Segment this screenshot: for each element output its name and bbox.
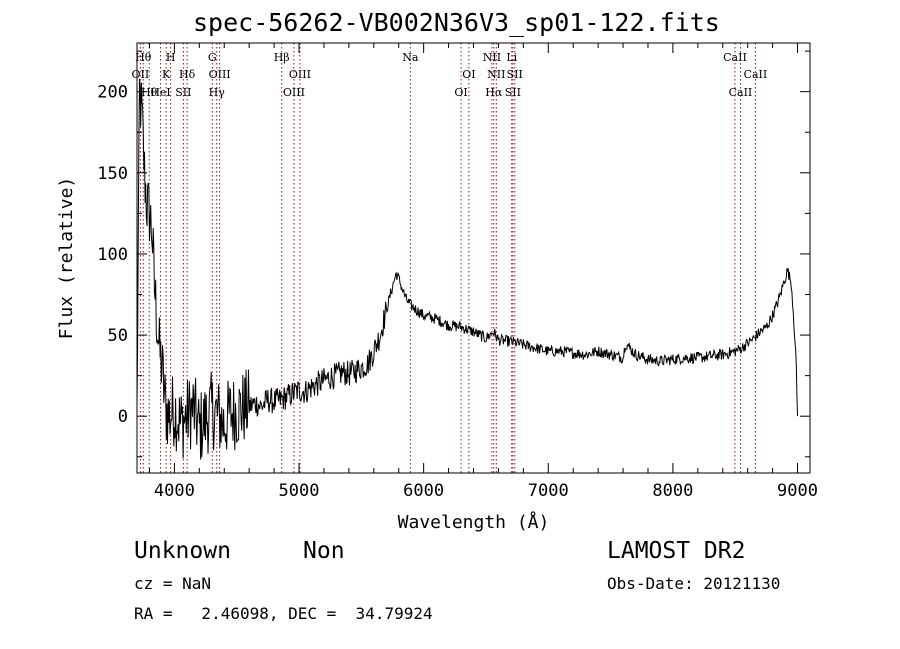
line-marker-label-19: NII <box>487 68 505 81</box>
line-marker-label-5: H <box>166 51 176 64</box>
page-title: spec-56262-VB002N36V3_sp01-122.fits <box>193 8 720 37</box>
plot-frame <box>136 42 811 474</box>
x-tick-label: 6000 <box>403 481 444 501</box>
line-marker-label-15: OI <box>454 86 467 99</box>
x-axis-label: Wavelength (Å) <box>398 511 550 533</box>
y-tick-label: 200 <box>97 83 128 103</box>
x-tick-label: 9000 <box>777 481 818 501</box>
object-class: Unknown <box>134 538 231 564</box>
observation-date: Obs-Date: 20121130 <box>607 574 781 593</box>
line-marker-label-24: CaII <box>729 86 753 99</box>
line-marker-label-17: NII <box>483 51 501 64</box>
coordinates-readout: RA = 2.46098, DEC = 34.79924 <box>134 604 433 623</box>
line-marker-label-25: CaII <box>744 68 768 81</box>
line-marker-label-1: Hθ <box>135 51 152 64</box>
spectrum-line <box>136 78 798 460</box>
x-tick-label: 8000 <box>652 481 693 501</box>
redshift-readout: cz = NaN <box>134 574 212 593</box>
line-marker-label-12: OIII <box>283 86 305 99</box>
line-marker-label-14: Na <box>402 51 419 64</box>
y-tick-label: 150 <box>97 164 128 184</box>
line-marker-label-23: CaII <box>723 51 747 64</box>
line-marker-label-8: G <box>208 51 217 64</box>
line-marker-label-13: OIII <box>289 68 311 81</box>
x-tick-label: 4000 <box>154 481 195 501</box>
y-tick-label: 100 <box>97 245 128 265</box>
line-marker-label-7: Hδ <box>179 68 196 81</box>
survey-name: LAMOST DR2 <box>607 538 746 564</box>
object-subclass: Non <box>303 538 345 564</box>
line-marker-label-20: Li <box>506 51 517 64</box>
y-tick-label: 50 <box>108 326 128 346</box>
line-marker-label-22: SII <box>507 68 523 81</box>
line-marker-label-3: HeI <box>150 86 170 99</box>
x-tick-label: 5000 <box>279 481 320 501</box>
line-marker-label-4: K <box>162 68 171 81</box>
line-marker-label-16: OI <box>462 68 475 81</box>
y-axis-label: Flux (relative) <box>56 177 77 340</box>
line-marker-label-9: Hγ <box>209 86 226 99</box>
line-marker-label-6: SII <box>175 86 191 99</box>
line-marker-label-21: SII <box>505 86 521 99</box>
y-tick-label: 0 <box>118 407 128 427</box>
line-marker-label-2: Hθ <box>141 86 158 99</box>
line-marker-label-10: OIII <box>209 68 231 81</box>
x-tick-label: 7000 <box>528 481 569 501</box>
line-marker-label-18: Hα <box>485 86 503 99</box>
line-marker-label-0: OII <box>132 68 150 81</box>
line-marker-label-11: Hβ <box>274 51 290 64</box>
